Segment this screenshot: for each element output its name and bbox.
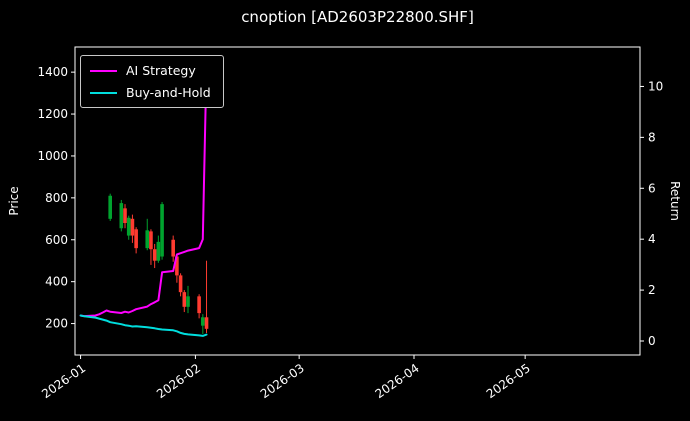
candle-body-up: [119, 203, 124, 229]
candle-body-down: [130, 218, 135, 236]
price-tick-label: 400: [45, 275, 68, 289]
candle-body-down: [204, 317, 209, 329]
return-tick-label: 0: [648, 334, 656, 348]
candle-body-up: [156, 241, 161, 261]
date-tick-label: 2026-03: [258, 361, 307, 401]
candle-body-down: [171, 239, 175, 257]
legend: AI Strategy Buy-and-Hold: [80, 55, 224, 108]
chart-title: cnoption [AD2603P22800.SHF]: [241, 8, 474, 26]
candle-body-up: [201, 317, 205, 326]
price-tick-label: 800: [45, 191, 68, 205]
date-tick-label: 2026-02: [154, 361, 203, 401]
candle-body-up: [108, 195, 112, 219]
candle-body-up: [160, 204, 164, 257]
return-tick-label: 4: [648, 232, 656, 246]
price-tick-label: 600: [45, 233, 68, 247]
price-tick-label: 1200: [37, 107, 68, 121]
candle-body-down: [197, 296, 201, 314]
candle-body-up: [126, 217, 131, 236]
return-tick-label: 2: [648, 283, 656, 297]
candle-body-down: [149, 231, 153, 250]
price-tick-label: 200: [45, 317, 68, 331]
return-tick-label: 10: [648, 79, 663, 93]
candle-body-up: [145, 230, 150, 249]
candle-body-down: [134, 229, 138, 249]
buy-and-hold-line: [79, 314, 208, 337]
right-axis-label: Return: [668, 181, 682, 221]
legend-item-ai-strategy: AI Strategy: [90, 62, 211, 79]
buy-and-hold-line-swatch: [90, 91, 117, 94]
legend-label-buy-and-hold: Buy-and-Hold: [126, 85, 211, 100]
plot-border: [74, 46, 641, 356]
ai-strategy-line-swatch: [90, 69, 117, 72]
price-tick-label: 1400: [37, 65, 68, 79]
ai-strategy-line: [79, 62, 208, 318]
candle-body-down: [182, 292, 187, 307]
price-tick-label: 1000: [37, 149, 68, 163]
legend-label-ai-strategy: AI Strategy: [126, 63, 196, 78]
candle-body-down: [178, 275, 183, 293]
candle-body-down: [123, 208, 127, 223]
legend-item-buy-and-hold: Buy-and-Hold: [90, 84, 211, 101]
return-tick-label: 6: [648, 181, 656, 195]
date-tick-label: 2026-04: [373, 361, 422, 401]
candle-body-up: [186, 296, 190, 307]
candle-body-down: [152, 249, 157, 261]
candle-body-down: [175, 256, 179, 276]
date-tick-label: 2026-01: [39, 361, 88, 401]
date-tick-label: 2026-05: [484, 361, 533, 401]
left-axis-label: Price: [7, 186, 21, 216]
return-tick-label: 8: [648, 130, 656, 144]
